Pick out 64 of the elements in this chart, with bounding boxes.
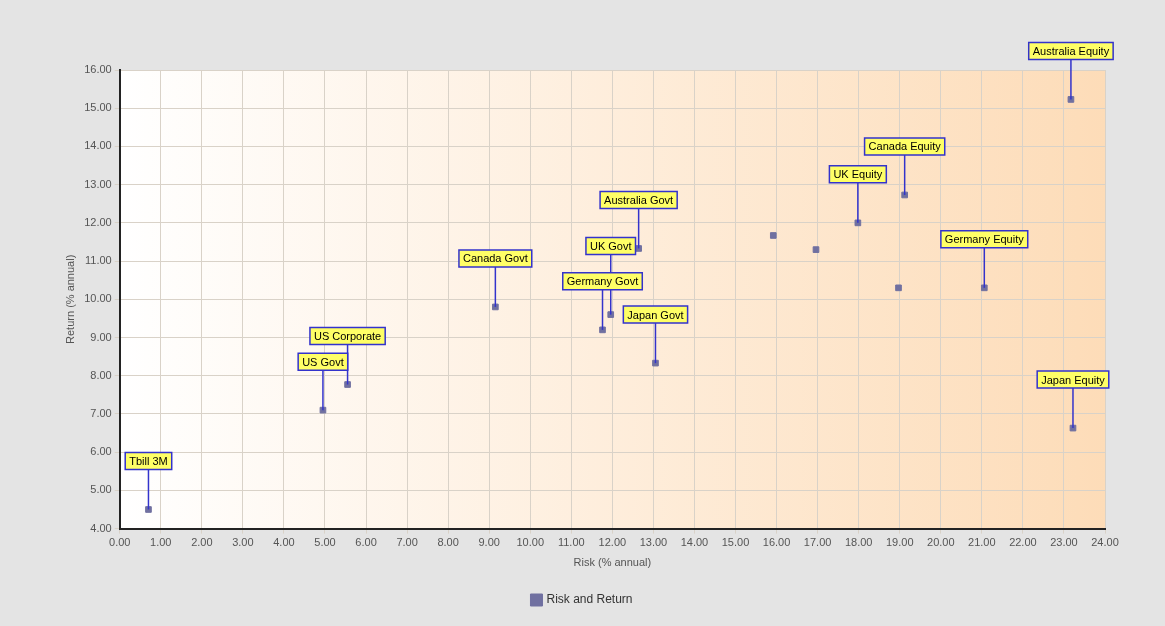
annotation: Germany Equity [944, 233, 1025, 246]
y-tick-label: 6.00 [90, 445, 112, 458]
x-tick-label: 3.00 [232, 536, 254, 549]
x-tick-label: 4.00 [273, 536, 295, 549]
x-tick-label: 1.00 [150, 536, 172, 549]
x-tick-label: 15.00 [721, 536, 750, 549]
x-tick-label: 17.00 [803, 536, 832, 549]
annotation: Canada Govt [462, 252, 528, 265]
annotation: Canada Equity [868, 140, 942, 153]
x-tick-label: 5.00 [314, 536, 336, 549]
annotation: UK Govt [589, 240, 632, 253]
y-tick-label: 12.00 [84, 215, 112, 228]
y-tick-label: 7.00 [90, 406, 112, 419]
x-axis-title: Risk (% annual) [573, 556, 652, 569]
y-tick-label: 5.00 [90, 483, 112, 496]
annotation: US Govt [302, 355, 344, 368]
point [652, 359, 659, 367]
x-tick-label: 16.00 [762, 536, 791, 549]
x-tick-label: 23.00 [1050, 536, 1078, 549]
annotation: Australia Equity [1032, 44, 1110, 57]
x-tick-label: 7.00 [396, 536, 418, 549]
y-tick-label: 8.00 [90, 368, 112, 381]
x-tick-label: 24.00 [1091, 536, 1119, 549]
point [145, 506, 152, 513]
x-tick-label: 2.00 [191, 536, 213, 549]
x-tick-label: 0.00 [109, 536, 131, 549]
y-tick-label: 9.00 [90, 330, 112, 343]
x-tick-label: 13.00 [639, 536, 668, 549]
annotation: Australia Govt [604, 194, 674, 206]
y-tick-label: 4.00 [90, 521, 112, 534]
annotation: Japan Equity [1041, 373, 1106, 386]
x-tick-label: 12.00 [598, 536, 627, 549]
y-tick-label: 15.00 [84, 101, 112, 114]
point [607, 311, 615, 318]
point [812, 246, 820, 253]
y-axis-title: Return (% annual) [63, 254, 76, 344]
x-tick-label: 19.00 [885, 536, 914, 549]
x-tick-label: 14.00 [680, 536, 709, 549]
x-tick-label: 11.00 [557, 536, 585, 549]
annotation: UK Equity [833, 168, 883, 181]
point [635, 245, 642, 252]
x-tick-label: 18.00 [844, 536, 873, 549]
point [980, 284, 988, 292]
y-tick-label: 16.00 [84, 63, 112, 76]
y-tick-label: 13.00 [84, 177, 112, 190]
x-tick-label: 21.00 [968, 536, 996, 549]
x-tick-label: 9.00 [478, 536, 500, 549]
annotation: Germany Govt [566, 275, 639, 288]
point [901, 191, 908, 199]
x-tick-label: 20.00 [927, 536, 955, 549]
point [769, 232, 777, 239]
y-tick-label: 10.00 [84, 292, 112, 305]
annotation: Japan Govt [627, 308, 684, 321]
y-tick-label: 11.00 [85, 254, 112, 267]
x-tick-label: 10.00 [516, 536, 545, 549]
x-tick-label: 6.00 [355, 536, 377, 549]
x-tick-label: 22.00 [1009, 536, 1037, 549]
y-tick-label: 14.00 [84, 139, 112, 152]
annotation: US Corporate [313, 330, 382, 343]
point [492, 303, 499, 311]
annotation: Tbill 3M [129, 455, 168, 468]
point [895, 284, 902, 292]
x-tick-label: 8.00 [437, 536, 459, 549]
legend-label: Risk and Return [546, 592, 633, 607]
